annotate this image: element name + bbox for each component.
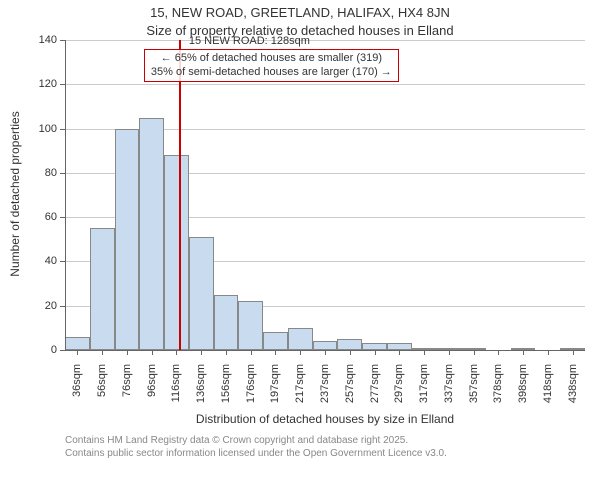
xtick-label: 56sqm — [96, 364, 108, 416]
ytick-label: 20 — [27, 300, 57, 312]
ytick-label: 80 — [27, 167, 57, 179]
reference-line — [179, 40, 181, 350]
xtick-label: 257sqm — [344, 364, 356, 416]
histogram-bar — [263, 332, 288, 350]
histogram-bar — [189, 237, 214, 350]
y-axis-line — [65, 40, 66, 350]
xtick-label: 36sqm — [71, 364, 83, 416]
y-axis-label: Number of detached properties — [8, 44, 22, 344]
xtick-label: 217sqm — [294, 364, 306, 416]
xtick-label: 176sqm — [245, 364, 257, 416]
ytick-label: 100 — [27, 123, 57, 135]
histogram-bar — [164, 155, 189, 350]
xtick-label: 156sqm — [220, 364, 232, 416]
reference-title: 15 NEW ROAD: 128sqm — [189, 35, 310, 49]
xtick-label: 378sqm — [492, 364, 504, 416]
histogram-bar — [313, 341, 338, 350]
ytick-label: 120 — [27, 78, 57, 90]
xtick-label: 96sqm — [146, 364, 158, 416]
credit-line1: Contains HM Land Registry data © Crown c… — [65, 434, 447, 447]
reference-annotation-box: ← 65% of detached houses are smaller (31… — [144, 49, 399, 83]
x-axis-label: Distribution of detached houses by size … — [65, 412, 585, 426]
chart-title-block: 15, NEW ROAD, GREETLAND, HALIFAX, HX4 8J… — [0, 0, 600, 39]
xtick-label: 76sqm — [121, 364, 133, 416]
xtick-label: 277sqm — [369, 364, 381, 416]
histogram-bar — [238, 301, 263, 350]
grid-line — [65, 84, 585, 85]
histogram-bar — [65, 337, 90, 350]
histogram-bar — [387, 343, 412, 350]
histogram-bar — [337, 339, 362, 350]
ytick-label: 0 — [27, 344, 57, 356]
xtick-label: 418sqm — [542, 364, 554, 416]
xtick-label: 197sqm — [269, 364, 281, 416]
histogram-bar — [288, 328, 313, 350]
xtick-label: 237sqm — [319, 364, 331, 416]
histogram-bar — [139, 118, 164, 351]
annotation-line2: 35% of semi-detached houses are larger (… — [151, 66, 392, 80]
histogram-bar — [362, 343, 387, 350]
ytick-label: 140 — [27, 34, 57, 46]
histogram-bar — [115, 129, 140, 350]
xtick-label: 438sqm — [567, 364, 579, 416]
xtick-label: 317sqm — [418, 364, 430, 416]
x-axis-line — [65, 350, 585, 351]
ytick-label: 60 — [27, 211, 57, 223]
credit-block: Contains HM Land Registry data © Crown c… — [65, 434, 447, 460]
xtick-label: 136sqm — [195, 364, 207, 416]
credit-line2: Contains public sector information licen… — [65, 447, 447, 460]
xtick-label: 297sqm — [393, 364, 405, 416]
grid-line — [65, 40, 585, 41]
xtick-label: 116sqm — [170, 364, 182, 416]
xtick-label: 398sqm — [517, 364, 529, 416]
ytick-label: 40 — [27, 255, 57, 267]
histogram-bar — [214, 295, 239, 350]
histogram-bar — [90, 228, 115, 350]
chart-title-line1: 15, NEW ROAD, GREETLAND, HALIFAX, HX4 8J… — [0, 4, 600, 22]
xtick-label: 337sqm — [443, 364, 455, 416]
plot-area: 02040608010012014036sqm56sqm76sqm96sqm11… — [65, 40, 585, 350]
annotation-line1: ← 65% of detached houses are smaller (31… — [151, 52, 392, 66]
xtick-label: 357sqm — [468, 364, 480, 416]
